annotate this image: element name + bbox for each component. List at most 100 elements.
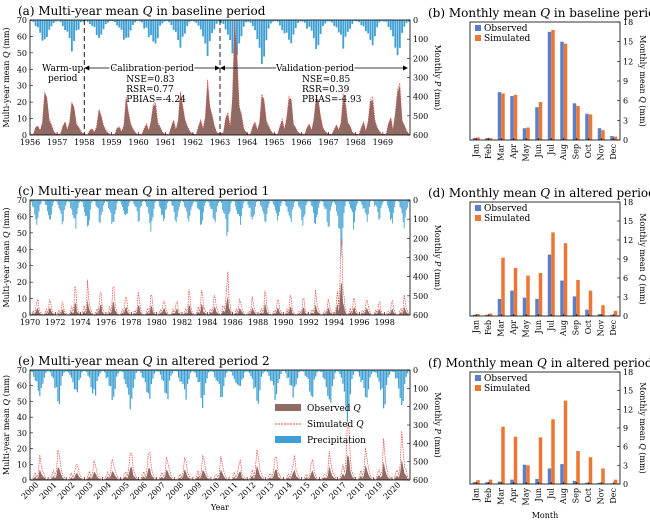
precip-bar [220,370,222,398]
precip-bar [251,20,254,27]
precip-bar [358,200,360,201]
precip-bar [340,20,342,35]
precip-bar [363,370,365,389]
precip-bar [226,370,228,373]
precip-bar [143,370,145,379]
x-tick-label: Mar [496,488,505,505]
y-tick-label: 6 [623,97,628,106]
bar-observed-aug [560,280,564,316]
precip-bar [230,200,232,204]
bar-simulated-oct [588,114,593,140]
x-tick-label: Sep [571,488,580,503]
bar-simulated-jan [476,314,480,316]
precip-bar [116,200,118,204]
bar-observed-aug [560,464,564,484]
precip-bar [160,200,162,215]
precip-bar [223,200,225,213]
precip-bar [209,200,211,207]
y-tick-label: 70 [17,16,27,25]
bar-simulated-nov [601,130,605,140]
precip-bar [150,20,152,36]
precip-bar [398,20,401,48]
bar-observed-nov [597,128,602,140]
precip-bar [152,200,154,218]
precip-bar [391,200,392,219]
precip-bar [168,200,170,202]
precip-bar [362,20,365,27]
precip-bar [165,200,167,211]
precip-bar [84,200,86,217]
precip-bar [39,370,41,396]
precip-bar [369,370,371,378]
precip-bar [190,200,192,210]
precip-bar [257,200,258,202]
precip-bar [306,370,308,377]
y-axis-label: Multi-year mean Q (mm) [2,27,11,127]
precip-bar [138,200,140,221]
precip-bar [292,20,295,35]
y-tick-label: 6 [623,443,628,452]
precip-bar [322,20,324,27]
calibration-label: Calibration period [110,64,194,74]
precip-bar [364,20,367,32]
precip-bar [284,370,287,373]
precip-bar [67,200,68,202]
precip-bar [261,200,263,207]
precip-bar [259,200,261,202]
precip-bar [369,200,371,202]
precip-bar [156,370,159,372]
precip-bar [389,370,391,375]
legend-precip-label: Precipitation [307,436,366,446]
precip-bar [57,200,59,205]
precip-bar [36,370,38,382]
precip-bar [194,200,196,202]
precip-bar [193,20,195,22]
y-tick-label: 12 [623,236,633,245]
legend-precip-swatch [275,436,301,443]
y-right-tick-label: 0 [413,366,418,375]
precip-bar [187,200,189,219]
precip-bar [151,200,153,221]
precip-bar [67,370,70,373]
bar-observed-jan [472,314,477,316]
y-right-axis-label: Monthly P (mm) [433,392,442,458]
y-right-tick-label: 0 [413,196,418,205]
precip-bar [174,20,177,32]
y-right-tick-label: 100 [413,384,428,393]
precip-bar [297,20,299,23]
legend-swatch [475,385,481,391]
precip-bar [280,200,282,207]
precip-bar [333,370,335,380]
precip-bar [48,20,51,30]
precip-bar [72,370,74,383]
precip-bar [389,20,392,30]
precip-bar [132,20,134,25]
bar-observed-may [522,464,527,484]
precip-bar [270,200,272,202]
precip-bar [268,200,270,204]
y-right-tick-label: 600 [413,131,428,140]
precip-bar [170,370,172,376]
precip-bar [65,200,67,203]
precip-bar [122,200,124,211]
precip-bar [97,200,99,209]
precip-bar [98,200,100,223]
precip-bar [403,20,406,27]
y-right-tick-label: 200 [413,403,428,412]
precip-bar [76,370,79,393]
precip-bar [291,370,293,386]
precip-bar [93,20,96,28]
precip-bar [174,200,176,221]
precip-bar [84,370,86,372]
y-tick-label: 40 [17,65,27,74]
precip-bar [183,370,186,390]
bar-observed-sep [572,296,577,316]
precip-bar [105,200,106,201]
precip-bar [303,200,305,217]
precip-bar [316,370,318,373]
y-right-tick-label: 400 [413,439,428,448]
precip-bar [199,20,202,30]
precip-bar [39,200,41,206]
precip-bar [55,20,57,22]
